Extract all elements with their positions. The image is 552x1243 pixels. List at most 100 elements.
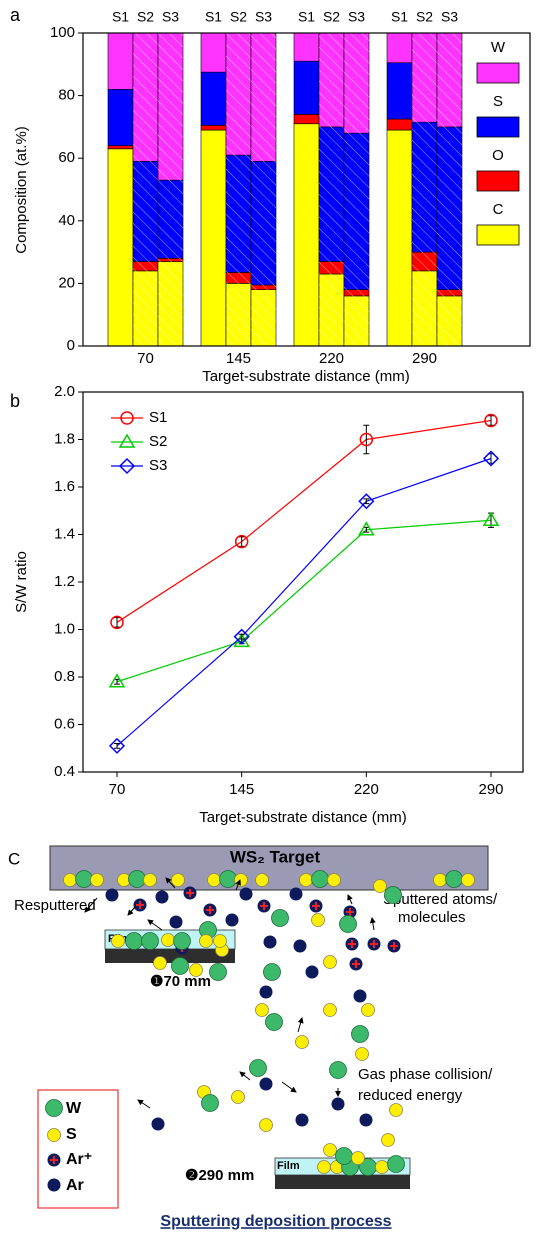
arrow: [137, 1099, 151, 1109]
distance-label: ❷290 mm: [185, 1167, 254, 1184]
particle: [141, 932, 159, 950]
error-bar: [114, 743, 120, 749]
arrow: [165, 877, 176, 889]
y-tick-label: 20: [58, 274, 75, 291]
particle: [384, 886, 402, 904]
substrate: [275, 1175, 410, 1189]
legend-label: S1: [149, 409, 167, 426]
arrow: [347, 894, 353, 905]
bar-segment: [107, 89, 134, 146]
hatch: [226, 33, 251, 346]
bar-segment: [386, 129, 413, 347]
bar-segment: [293, 32, 320, 62]
particle: [327, 873, 341, 887]
particle: [293, 939, 307, 953]
arrow: [235, 879, 241, 891]
particle: [151, 1117, 165, 1131]
particle: [171, 957, 189, 975]
particle: [255, 873, 269, 887]
series-line: [116, 519, 492, 683]
x-tick-label: 220: [319, 350, 344, 367]
caption: Sputtering deposition process: [160, 1213, 391, 1230]
bar-segment: [200, 129, 227, 347]
marker: [484, 413, 498, 428]
legend-label: W: [491, 39, 506, 56]
bar-segment: [107, 148, 134, 347]
error-bar: [238, 633, 245, 640]
particle: [75, 870, 93, 888]
particle: [225, 913, 239, 927]
hatch: [412, 33, 437, 346]
arrow: [297, 1017, 304, 1033]
particle: [47, 1128, 61, 1142]
marker: [108, 737, 126, 754]
particle: [259, 985, 273, 999]
particle: [207, 873, 221, 887]
y-tick-label: 0.6: [54, 715, 75, 732]
particle: [143, 873, 157, 887]
particle: [299, 873, 313, 887]
particle: [351, 1151, 365, 1165]
particle: [234, 873, 248, 887]
marker: [482, 511, 500, 526]
particle: [375, 1160, 389, 1174]
annotation: Sputtered atoms/: [383, 891, 498, 908]
arrow: [127, 906, 136, 916]
particle-charge: [390, 942, 398, 950]
x-tick-label: 70: [137, 350, 154, 367]
x-tick-label: 220: [354, 781, 379, 798]
hatch: [344, 33, 369, 346]
particle: [389, 1103, 403, 1117]
particle: [359, 1113, 373, 1127]
particle: [387, 1155, 405, 1173]
y-tick-label: 1.2: [54, 573, 75, 590]
bar-segment: [107, 32, 134, 90]
particle: [47, 1178, 61, 1192]
error-bar: [488, 415, 494, 426]
x-tick-label: 145: [226, 350, 251, 367]
bar-segment: [293, 123, 320, 347]
bar-label: S1: [391, 9, 408, 25]
particle: [305, 965, 319, 979]
bar-label: S3: [441, 9, 458, 25]
bar-segment: [386, 62, 413, 120]
arrow: [147, 919, 163, 931]
hatch: [133, 33, 158, 346]
particle: [155, 890, 169, 904]
legend-swatch: [476, 116, 520, 138]
particle: [249, 1059, 267, 1077]
legend-swatch: [476, 62, 520, 84]
particle: [351, 1025, 369, 1043]
legend-swatch: [476, 170, 520, 192]
annotation: reduced energy: [358, 1087, 463, 1104]
particle: [323, 1143, 337, 1157]
film-label: Film: [277, 1160, 300, 1172]
bar-segment: [293, 114, 320, 125]
particle: [329, 1061, 347, 1079]
particle: [265, 1013, 283, 1031]
particle: [381, 1133, 395, 1147]
bar-label: S1: [205, 9, 222, 25]
y-tick-label: 0.8: [54, 668, 75, 685]
particle: [189, 963, 203, 977]
legend-label: Ar: [66, 1177, 84, 1194]
particle: [201, 1094, 219, 1112]
bar-label: S1: [298, 9, 315, 25]
particle: [461, 873, 475, 887]
error-bar: [114, 678, 120, 685]
particle: [361, 1003, 375, 1017]
y-tick-label: 1.4: [54, 525, 75, 542]
particle: [289, 887, 303, 901]
y-tick-label: 1.0: [54, 620, 75, 637]
arrow: [369, 917, 376, 931]
hatch: [158, 33, 183, 346]
y-tick-label: 0.4: [54, 763, 75, 780]
particle: [339, 915, 357, 933]
particle: [353, 989, 367, 1003]
legend-label: S3: [149, 457, 167, 474]
marker: [234, 534, 249, 549]
particle: [128, 870, 146, 888]
legend-box: [37, 1089, 119, 1209]
